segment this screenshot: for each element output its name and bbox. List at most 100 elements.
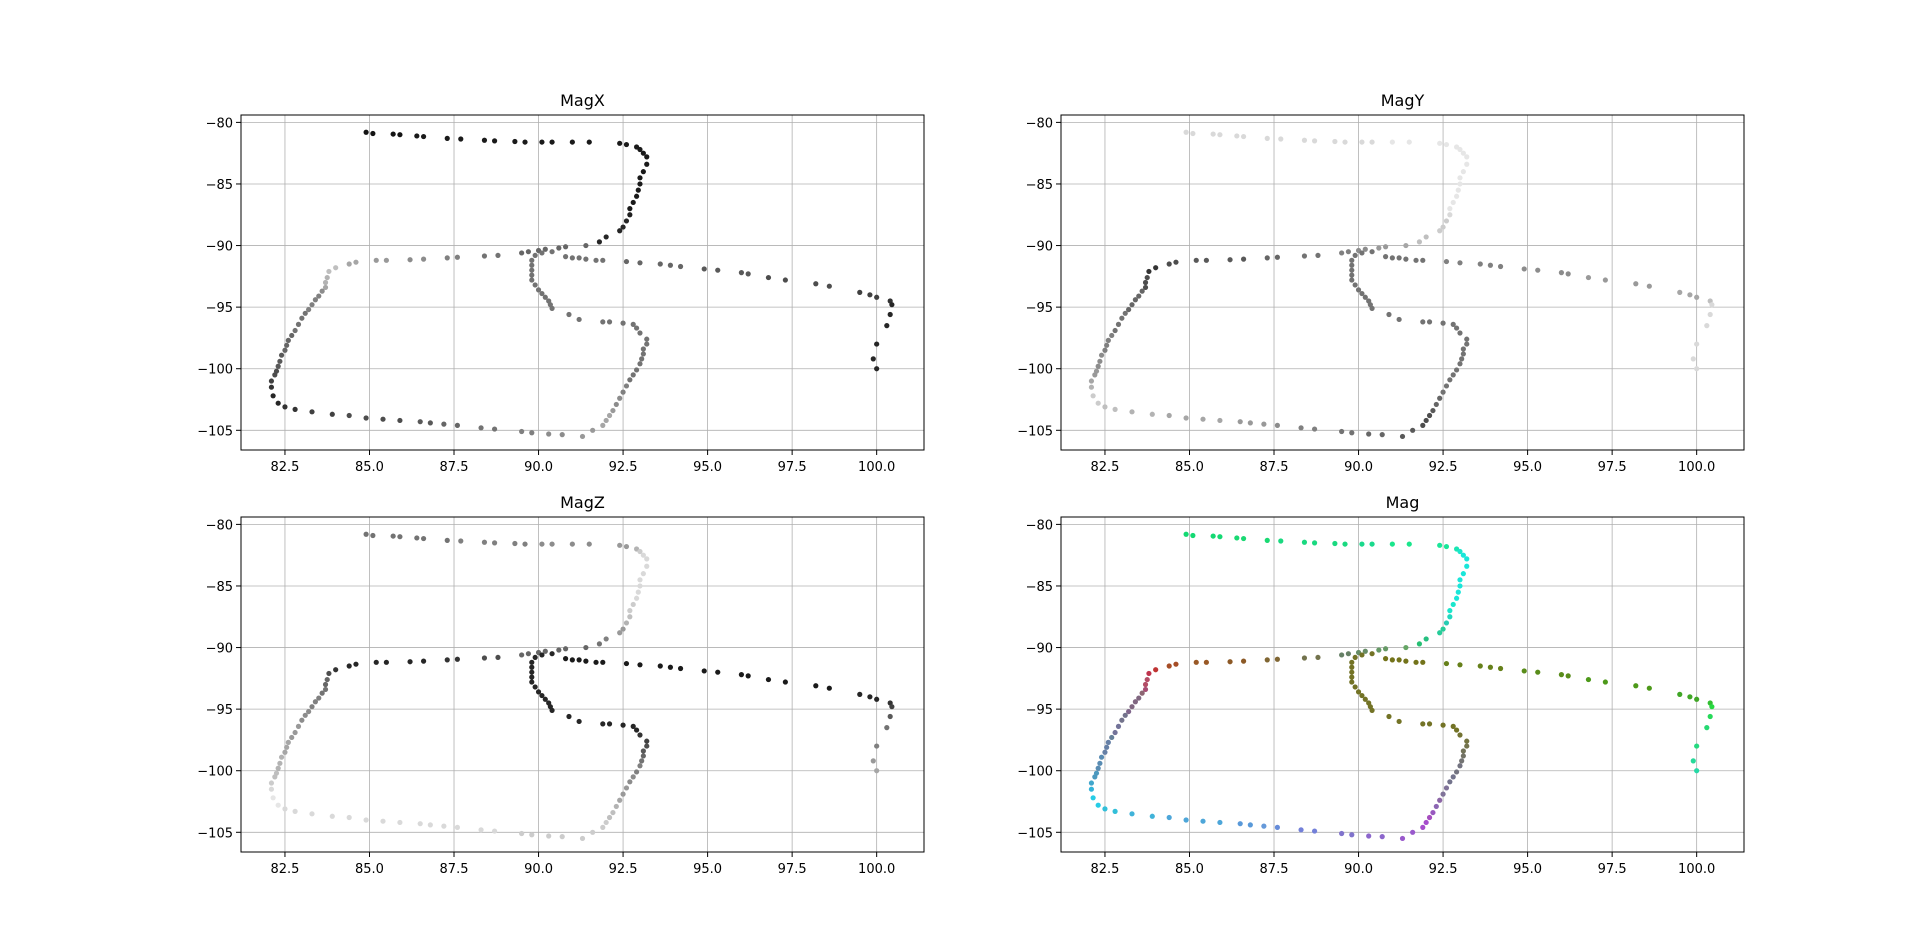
data-point — [1459, 758, 1465, 764]
data-point — [1349, 272, 1355, 278]
data-point — [1112, 327, 1118, 334]
y-tick-label: −105 — [197, 826, 233, 841]
data-point — [1298, 827, 1304, 833]
data-point — [579, 835, 586, 842]
data-point — [329, 411, 335, 417]
data-point — [1349, 679, 1355, 685]
data-point — [1450, 774, 1456, 780]
data-point — [1359, 290, 1365, 297]
data-point — [593, 257, 599, 263]
y-tick-label: −90 — [1026, 642, 1053, 657]
x-tick-label: 87.5 — [440, 460, 469, 475]
data-point — [603, 417, 609, 424]
data-point — [1104, 342, 1110, 348]
data-point — [640, 748, 646, 754]
data-point — [701, 266, 707, 272]
data-point — [1460, 753, 1466, 759]
x-tick-label: 92.5 — [1429, 862, 1458, 877]
data-point — [1707, 713, 1713, 720]
data-point — [613, 803, 619, 810]
data-point — [1450, 372, 1456, 378]
data-point — [630, 723, 636, 729]
y-tick-label: −90 — [206, 240, 233, 255]
x-tick-label: 95.0 — [693, 862, 722, 877]
data-point — [1443, 660, 1450, 667]
data-point — [1301, 539, 1308, 545]
data-point — [529, 659, 535, 665]
x-tick-label: 90.0 — [524, 460, 553, 475]
data-point — [1088, 780, 1095, 786]
data-point — [1413, 257, 1419, 263]
data-point — [1342, 139, 1348, 145]
data-point — [1203, 257, 1209, 263]
data-point — [1687, 292, 1693, 298]
data-point — [640, 552, 646, 558]
data-point — [606, 814, 613, 821]
data-point — [1443, 141, 1450, 148]
data-point — [640, 346, 646, 352]
y-tick-label: −100 — [197, 363, 233, 378]
data-point — [285, 739, 291, 745]
data-point — [1460, 351, 1466, 357]
data-point — [1369, 249, 1375, 255]
data-point — [627, 779, 633, 785]
data-point — [1105, 739, 1111, 745]
data-point — [867, 694, 873, 700]
data-point — [1457, 662, 1463, 668]
data-point — [1166, 412, 1172, 419]
data-point — [1457, 548, 1463, 555]
data-point — [1355, 287, 1362, 293]
data-point — [701, 668, 707, 674]
data-point — [1362, 246, 1368, 252]
data-point — [525, 249, 532, 255]
data-point — [1126, 306, 1132, 313]
data-point — [1386, 713, 1392, 720]
data-point — [324, 274, 330, 281]
data-point — [1301, 137, 1308, 143]
data-point — [1453, 367, 1460, 373]
data-point — [441, 823, 447, 829]
data-point — [884, 323, 890, 329]
data-point — [1095, 400, 1101, 406]
data-point — [363, 415, 369, 421]
data-point — [1193, 659, 1199, 665]
data-point — [1139, 690, 1145, 696]
data-point — [1088, 378, 1095, 384]
data-point — [765, 274, 772, 281]
data-point — [617, 542, 623, 548]
data-point — [640, 753, 646, 759]
data-point — [1423, 636, 1429, 642]
data-point — [1440, 626, 1446, 632]
data-point — [1139, 288, 1145, 294]
data-point — [481, 655, 488, 661]
data-point — [491, 138, 498, 144]
data-point — [1460, 748, 1466, 754]
data-point — [1227, 257, 1233, 263]
data-point — [1112, 808, 1118, 814]
data-point — [596, 641, 603, 647]
data-point — [1359, 139, 1365, 145]
x-tick-label: 100.0 — [1678, 862, 1715, 877]
y-tick-label: −95 — [1026, 301, 1053, 316]
data-point — [1200, 416, 1206, 422]
data-point — [454, 824, 460, 830]
data-point — [1382, 254, 1389, 260]
data-point — [1203, 659, 1209, 665]
data-point — [295, 321, 302, 327]
data-point — [1396, 255, 1402, 261]
data-point — [1487, 262, 1494, 268]
data-point — [623, 620, 630, 626]
data-point — [1339, 652, 1345, 658]
data-point — [519, 652, 525, 658]
data-point — [1109, 332, 1115, 339]
data-point — [1535, 669, 1541, 675]
data-point — [444, 135, 450, 142]
y-tick-label: −85 — [206, 178, 233, 193]
data-point — [1677, 691, 1683, 697]
plot-area — [1061, 115, 1744, 450]
data-point — [1433, 401, 1439, 408]
data-point — [1132, 699, 1138, 705]
data-point — [407, 257, 413, 263]
data-point — [1376, 245, 1382, 251]
data-point — [270, 795, 276, 801]
